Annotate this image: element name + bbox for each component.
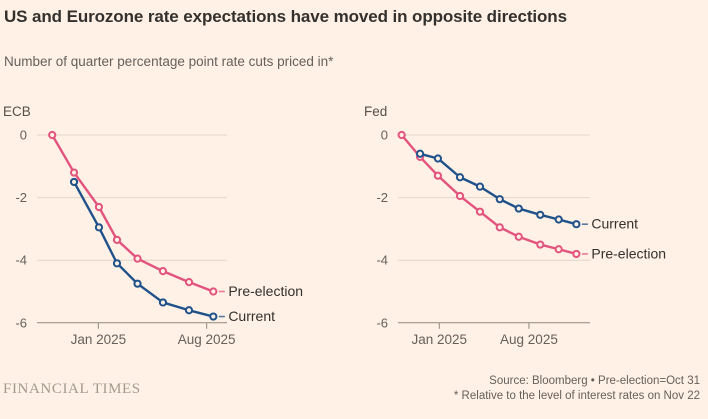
- data-point-marker: [209, 287, 218, 296]
- fed-line-chart: Fed 0 -2 -4 -6 Jan 2025 Aug 2025 Pre-election Cu…: [364, 104, 666, 347]
- data-point-marker: [184, 278, 194, 287]
- data-point-marker: [495, 195, 504, 204]
- series-end-label-pre-election: Pre-election: [591, 245, 666, 261]
- x-tick-label: Aug 2025: [500, 332, 558, 347]
- data-point-marker: [158, 298, 168, 307]
- x-tick-label: Aug 2025: [178, 332, 236, 347]
- data-point-marker: [415, 149, 425, 158]
- data-point-marker: [112, 259, 122, 268]
- data-point-marker: [495, 223, 504, 232]
- data-point-marker: [433, 171, 443, 180]
- data-point-marker: [455, 173, 465, 182]
- y-tick-label: -6: [376, 315, 388, 330]
- series-line-current: [418, 152, 578, 226]
- y-tick-label: -6: [15, 315, 27, 330]
- ecb-line-chart: ECB 0 -2 -4 -6 Jan 2025 Aug 2025 Pre-election Cu…: [3, 104, 303, 347]
- financial-times-wordmark: FINANCIAL TIMES: [3, 381, 141, 397]
- data-point-marker: [184, 306, 194, 315]
- data-point-marker: [94, 223, 104, 232]
- data-point-marker: [69, 177, 79, 187]
- data-point-marker: [554, 245, 563, 254]
- data-point-marker: [397, 130, 406, 140]
- x-tick-label: Jan 2025: [411, 332, 467, 347]
- figure-subtitle: Number of quarter percentage point rate …: [4, 54, 334, 69]
- series-end-label-current: Current: [228, 308, 275, 324]
- y-tick-label: -4: [15, 253, 27, 268]
- data-point-marker: [475, 182, 485, 191]
- series-end-label-current: Current: [591, 216, 638, 232]
- data-point-marker: [112, 235, 122, 244]
- data-point-marker: [133, 254, 142, 263]
- chart-title: Fed: [364, 104, 387, 119]
- data-point-marker: [536, 210, 545, 219]
- series-end-label-pre-election: Pre-election: [228, 283, 303, 299]
- data-point-marker: [133, 279, 142, 288]
- y-tick-label: 0: [20, 128, 27, 143]
- x-tick-label: Jan 2025: [71, 332, 127, 347]
- data-point-marker: [514, 204, 523, 213]
- chart-title: ECB: [3, 104, 31, 119]
- data-point-marker: [572, 249, 581, 259]
- data-point-marker: [514, 232, 523, 241]
- data-point-marker: [433, 154, 443, 163]
- series-line-pre-election: [400, 133, 578, 256]
- data-point-marker: [94, 202, 104, 212]
- data-point-marker: [536, 240, 545, 249]
- series-line-pre-election: [51, 133, 215, 293]
- data-point-marker: [69, 168, 79, 177]
- y-tick-label: -2: [376, 190, 388, 205]
- data-point-marker: [455, 191, 465, 201]
- data-point-marker: [48, 130, 57, 140]
- footnote-line: * Relative to the level of interest rate…: [453, 389, 700, 402]
- data-point-marker: [209, 312, 218, 321]
- source-note: Source: Bloomberg • Pre-election=Oct 31 …: [454, 374, 700, 403]
- source-line: Source: Bloomberg • Pre-election=Oct 31: [489, 375, 700, 387]
- y-tick-label: -4: [376, 253, 388, 268]
- data-point-marker: [554, 215, 563, 224]
- data-point-marker: [158, 267, 168, 276]
- data-point-marker: [475, 207, 485, 216]
- data-point-marker: [572, 220, 581, 229]
- y-tick-label: -2: [15, 190, 27, 205]
- figure-title: US and Eurozone rate expectations have m…: [4, 7, 567, 26]
- y-tick-label: 0: [381, 128, 388, 143]
